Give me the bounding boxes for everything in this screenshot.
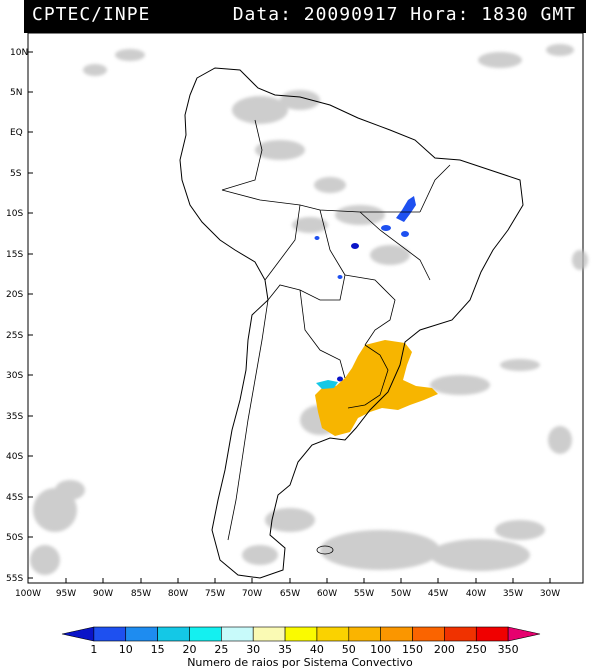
lon-label: 85W: [131, 589, 151, 599]
lat-label: 50S: [6, 533, 23, 543]
colorbar-tick-label: 200: [434, 643, 455, 656]
cloud-layer: [30, 44, 588, 575]
colorbar-box: [316, 626, 350, 642]
lat-label: 15S: [6, 250, 23, 260]
colorbar-box: [221, 626, 254, 642]
colorbar-tick-label: 250: [466, 643, 487, 656]
colorbar-tick-label: 15: [151, 643, 165, 656]
colorbar-title: Numero de raios por Sistema Convectivo: [187, 656, 413, 669]
lon-label: 80W: [168, 589, 188, 599]
colorbar-box: [380, 626, 413, 642]
colorbar-tick-label: 100: [370, 643, 391, 656]
lat-label: 5N: [10, 88, 22, 98]
lon-label: 55W: [354, 589, 374, 599]
colorbar-tick-label: 350: [498, 643, 519, 656]
colorbar-labels: 1 10 15 20 25 30 35 40 50 100 150 200 250 350: [90, 643, 518, 656]
datetime-label: Data: 20090917 Hora: 1830 GMT: [232, 4, 576, 25]
lon-label: 95W: [56, 589, 76, 599]
lat-label: 5S: [10, 169, 22, 179]
map-header: CPTEC/INPE Data: 20090917 Hora: 1830 GMT: [24, 0, 586, 33]
source-label: CPTEC/INPE: [32, 4, 151, 25]
lon-label: 45W: [428, 589, 448, 599]
colorbar-tick-label: 10: [119, 643, 133, 656]
convective-system-blue: [314, 196, 416, 389]
lon-label: 60W: [317, 589, 337, 599]
lon-label: 65W: [280, 589, 300, 599]
colorbar-box: [252, 626, 286, 642]
colorbar-tick-label: 150: [402, 643, 423, 656]
lightning-colorbar: 1 10 15 20 25 30 35 40 50 100 150 200 250 350 Numero …: [61, 626, 541, 669]
colorbar-box: [157, 626, 190, 642]
lon-label: 90W: [93, 589, 113, 599]
convective-system-orange: [315, 340, 438, 436]
lon-label: 40W: [466, 589, 486, 599]
lat-label: 40S: [6, 452, 23, 462]
falkland-islands: [316, 545, 334, 555]
lon-label: 35W: [503, 589, 523, 599]
lon-label: 50W: [391, 589, 411, 599]
latitude-axis: 10N 5N EQ 5S 10S 15S 20S 25S 30S 35S 40S…: [6, 48, 33, 584]
colorbar-tick-label: 20: [182, 643, 196, 656]
longitude-axis: 100W 95W 90W 85W 80W 75W 70W 65W 60W 55W…: [15, 578, 560, 599]
lat-label: EQ: [10, 128, 23, 138]
colorbar-box: [348, 626, 381, 642]
lat-label: 45S: [6, 493, 23, 503]
lat-label: 55S: [6, 574, 23, 584]
colorbar-boxes: [61, 626, 541, 642]
colorbar-tick-label: 50: [342, 643, 356, 656]
lon-label: 75W: [205, 589, 225, 599]
lon-label: 100W: [15, 589, 41, 599]
colorbar-box: [125, 626, 158, 642]
colorbar-tick-label: 1: [90, 643, 97, 656]
colorbar-tick-label: 35: [278, 643, 292, 656]
colorbar-tick-label: 40: [310, 643, 324, 656]
colorbar-box: [412, 626, 445, 642]
country-borders: [221, 119, 451, 541]
lat-label: 35S: [6, 412, 23, 422]
lat-label: 10N: [10, 48, 28, 58]
colorbar-box: [93, 626, 127, 642]
colorbar-tick-label: 30: [246, 643, 260, 656]
colorbar-box: [189, 626, 222, 642]
colorbar-arrow-high: [507, 626, 541, 642]
colorbar-box: [475, 626, 509, 642]
lightning-map: 10N 5N EQ 5S 10S 15S 20S 25S 30S 35S 40S…: [6, 33, 588, 599]
colorbar-tick-label: 25: [214, 643, 228, 656]
colorbar-arrow-low: [61, 626, 95, 642]
lat-label: 20S: [6, 290, 23, 300]
colorbar-box: [284, 626, 318, 642]
lat-label: 10S: [6, 209, 23, 219]
map-frame: [27, 33, 584, 584]
lon-label: 30W: [540, 589, 560, 599]
lat-label: 30S: [6, 371, 23, 381]
lon-label: 70W: [242, 589, 262, 599]
lat-label: 25S: [6, 331, 23, 341]
colorbar-box: [444, 626, 477, 642]
continent-outline: [179, 67, 524, 579]
